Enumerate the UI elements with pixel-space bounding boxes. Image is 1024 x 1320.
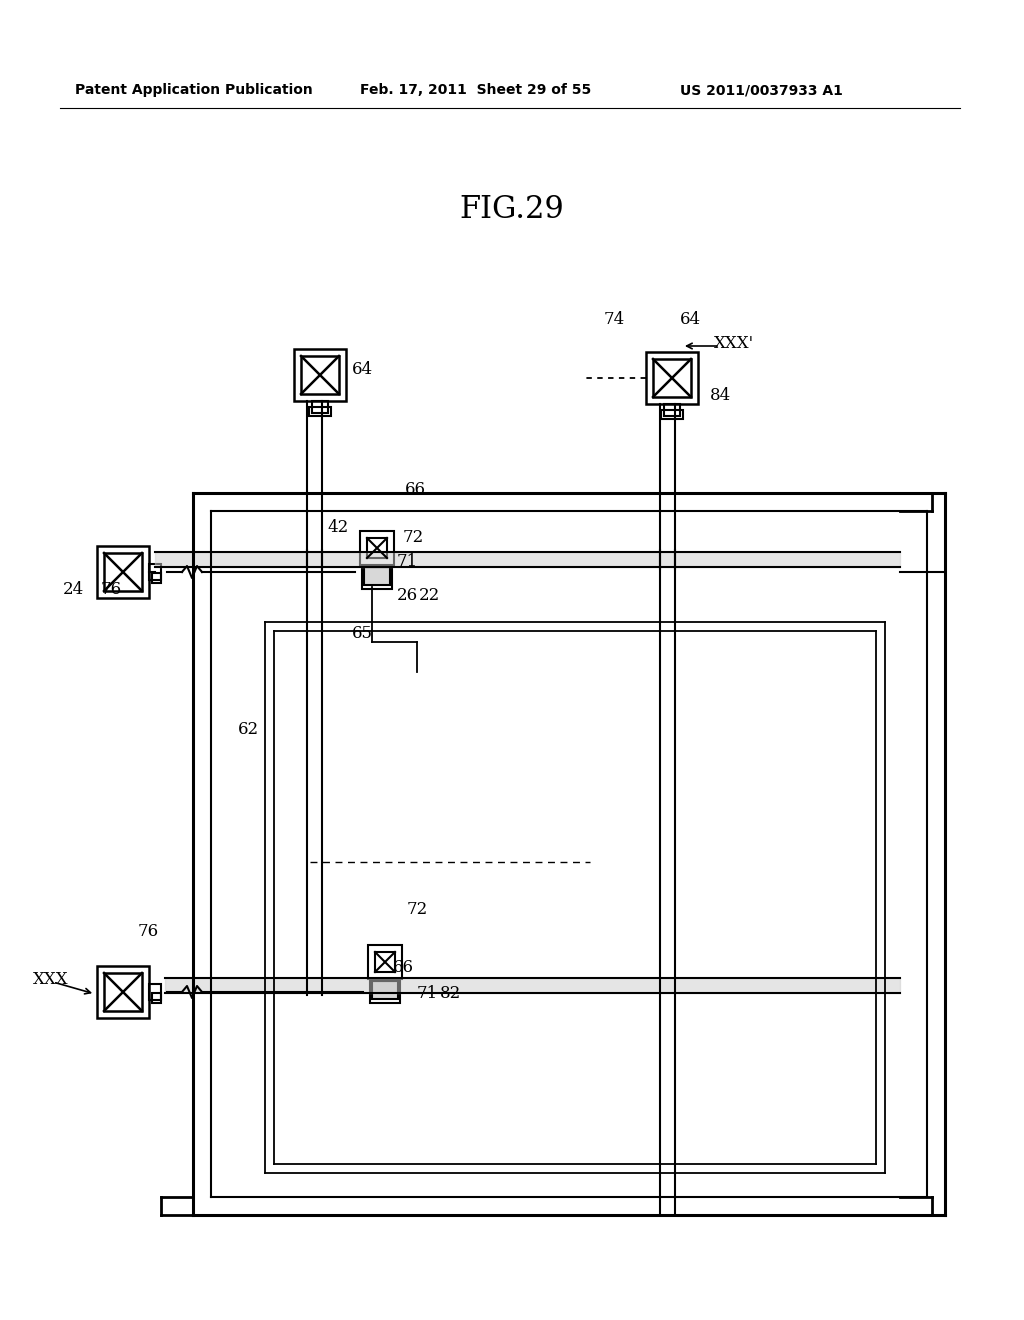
Text: FIG.29: FIG.29 bbox=[460, 194, 564, 226]
Bar bbox=[653, 359, 691, 397]
Text: Feb. 17, 2011  Sheet 29 of 55: Feb. 17, 2011 Sheet 29 of 55 bbox=[360, 83, 591, 96]
Text: 24: 24 bbox=[63, 582, 84, 598]
Bar bbox=[646, 352, 698, 404]
Bar bbox=[104, 553, 142, 591]
Text: 65: 65 bbox=[352, 624, 373, 642]
Text: 84: 84 bbox=[710, 388, 731, 404]
Text: 66: 66 bbox=[406, 482, 426, 499]
Bar bbox=[152, 993, 161, 1003]
Text: 76: 76 bbox=[138, 924, 159, 940]
Text: 22: 22 bbox=[419, 587, 440, 605]
Bar bbox=[294, 348, 346, 401]
Bar bbox=[370, 981, 400, 1003]
Bar bbox=[97, 546, 150, 598]
Bar bbox=[152, 573, 161, 583]
Text: 71: 71 bbox=[417, 986, 438, 1002]
Bar bbox=[367, 539, 387, 558]
Text: 42: 42 bbox=[327, 520, 348, 536]
Text: 64: 64 bbox=[680, 312, 701, 329]
Text: US 2011/0037933 A1: US 2011/0037933 A1 bbox=[680, 83, 843, 96]
Text: 62: 62 bbox=[238, 722, 259, 738]
Text: 74: 74 bbox=[604, 312, 626, 329]
Bar bbox=[301, 356, 339, 393]
Bar bbox=[150, 983, 161, 1001]
Text: 71: 71 bbox=[397, 553, 418, 570]
Text: 76: 76 bbox=[101, 582, 122, 598]
Text: Patent Application Publication: Patent Application Publication bbox=[75, 83, 312, 96]
Text: 26: 26 bbox=[397, 587, 418, 605]
Bar bbox=[664, 404, 680, 416]
Text: 64: 64 bbox=[352, 362, 373, 379]
Bar bbox=[360, 531, 394, 565]
Bar bbox=[312, 401, 328, 413]
Bar bbox=[372, 981, 398, 999]
Text: XXX': XXX' bbox=[714, 334, 754, 351]
Text: XXX: XXX bbox=[33, 972, 69, 989]
Text: 82: 82 bbox=[440, 986, 461, 1002]
Text: 72: 72 bbox=[403, 529, 424, 546]
Bar bbox=[362, 568, 392, 589]
Text: 66: 66 bbox=[393, 958, 414, 975]
Bar bbox=[150, 564, 161, 579]
Bar bbox=[662, 411, 683, 418]
Bar bbox=[309, 407, 331, 416]
Bar bbox=[375, 952, 395, 972]
Bar bbox=[104, 973, 142, 1011]
Text: 72: 72 bbox=[407, 902, 428, 919]
Bar bbox=[368, 945, 402, 979]
Bar bbox=[364, 568, 390, 585]
Bar bbox=[97, 966, 150, 1018]
